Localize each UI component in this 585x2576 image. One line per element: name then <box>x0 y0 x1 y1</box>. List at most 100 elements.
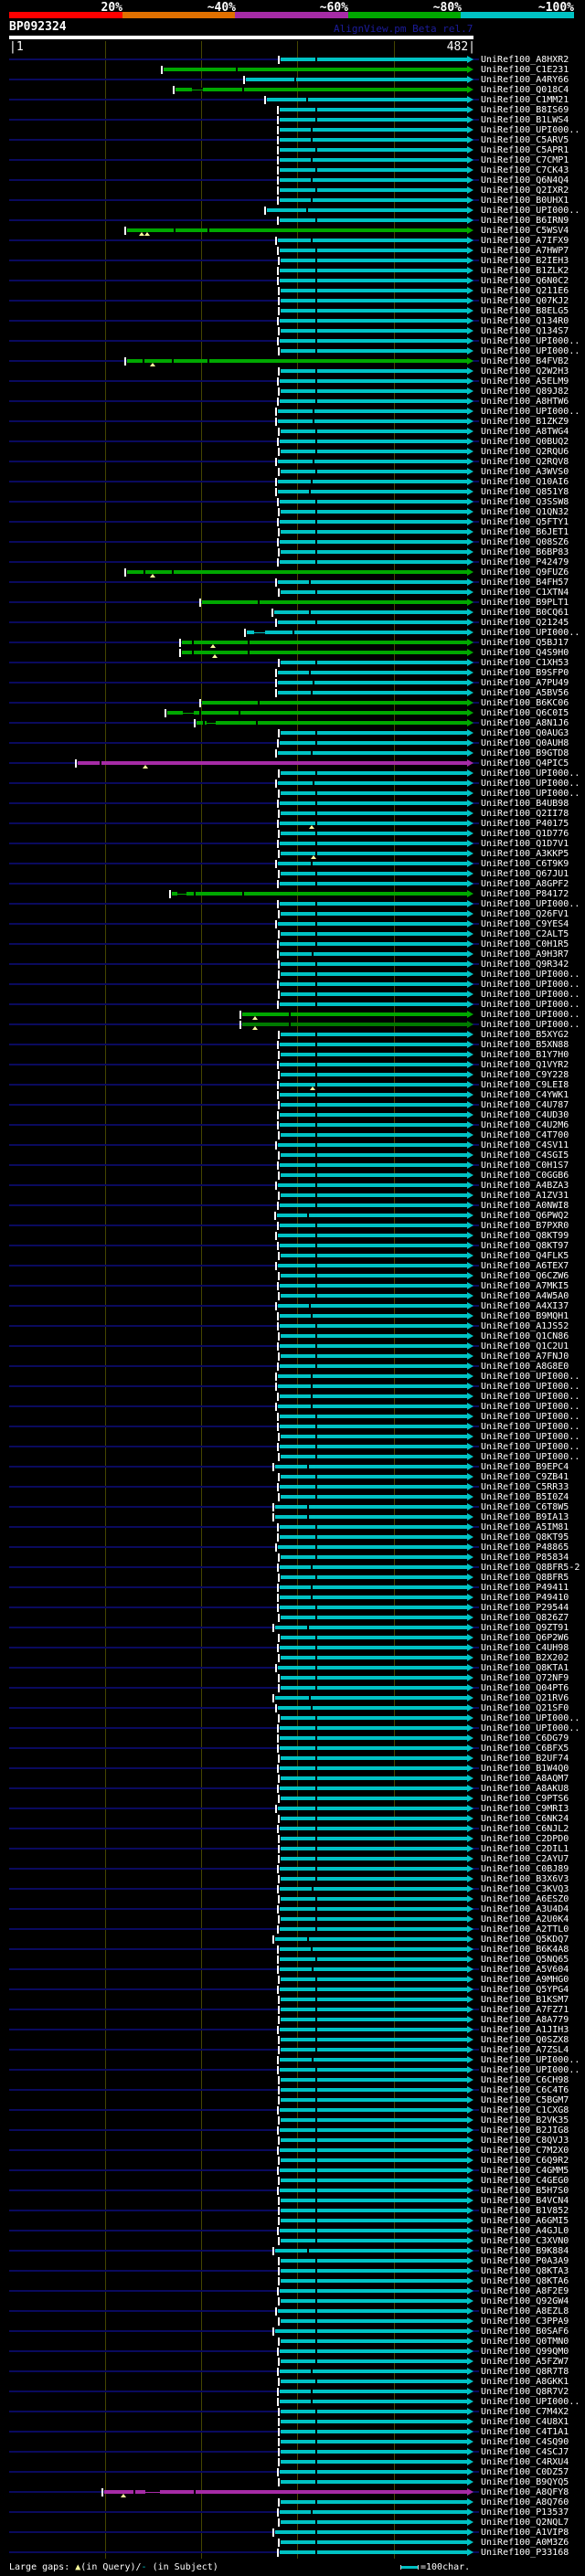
hit-label[interactable]: UniRef100_B2JIG8 <box>481 2125 569 2136</box>
alignment-bar[interactable] <box>267 208 467 212</box>
alignment-bar[interactable] <box>275 1465 467 1468</box>
alignment-bar[interactable] <box>277 1214 467 1217</box>
alignment-bar[interactable] <box>278 681 467 684</box>
hit-label[interactable]: UniRef100_B1LWS4 <box>481 115 569 125</box>
hit-label[interactable]: UniRef100_Q4PIC5 <box>481 758 569 769</box>
alignment-bar[interactable] <box>281 1555 467 1559</box>
hit-label[interactable]: UniRef100_B6BP83 <box>481 547 569 557</box>
alignment-bar[interactable] <box>281 1676 467 1680</box>
hit-label[interactable]: UniRef100_A7HWP7 <box>481 246 569 256</box>
hit-label[interactable]: UniRef100_C4UH98 <box>481 1643 569 1653</box>
hit-label[interactable]: UniRef100_C1MM21 <box>481 95 569 105</box>
alignment-bar[interactable] <box>280 952 467 956</box>
hit-label[interactable]: UniRef100_C2DIL1 <box>481 1844 569 1854</box>
alignment-bar[interactable] <box>280 2510 467 2514</box>
alignment-bar[interactable] <box>281 2319 467 2323</box>
hit-label[interactable]: UniRef100_A4XI37 <box>481 1301 569 1311</box>
hit-label[interactable]: UniRef100_C1XH53 <box>481 658 569 668</box>
alignment-bar[interactable] <box>280 1344 467 1348</box>
hit-label[interactable]: UniRef100_C4SGI5 <box>481 1150 569 1161</box>
alignment-bar[interactable] <box>280 1415 467 1418</box>
hit-label[interactable]: UniRef100_Q4S9H0 <box>481 648 569 658</box>
alignment-bar[interactable] <box>281 1847 467 1850</box>
alignment-bar[interactable] <box>281 1153 467 1157</box>
hit-label[interactable]: UniRef100_Q99QM0 <box>481 2347 569 2357</box>
hit-label[interactable]: UniRef100_C2DPD0 <box>481 1834 569 1844</box>
alignment-bar[interactable] <box>281 2158 467 2162</box>
hit-label[interactable]: UniRef100_B6KC06 <box>481 698 569 708</box>
hit-label[interactable]: UniRef100_A4GJL0 <box>481 2226 569 2236</box>
hit-label[interactable]: UniRef100_UPI000.. <box>481 1452 580 1462</box>
hit-label[interactable]: UniRef100_A8EZL8 <box>481 2306 569 2316</box>
alignment-bar[interactable] <box>176 88 467 91</box>
hit-label[interactable]: UniRef100_Q0SZX8 <box>481 2035 569 2045</box>
hit-label[interactable]: UniRef100_C7M4X2 <box>481 2407 569 2417</box>
alignment-bar[interactable] <box>278 490 467 493</box>
hit-label[interactable]: UniRef100_C7M2X0 <box>481 2146 569 2156</box>
alignment-bar[interactable] <box>280 2189 467 2192</box>
alignment-bar[interactable] <box>278 1143 467 1147</box>
alignment-bar[interactable] <box>278 671 467 674</box>
alignment-bar[interactable] <box>281 1033 467 1036</box>
hit-label[interactable]: UniRef100_C2ALT5 <box>481 929 569 939</box>
alignment-bar[interactable] <box>278 1807 467 1810</box>
hit-label[interactable]: UniRef100_Q5YPG4 <box>481 1985 569 1995</box>
alignment-bar[interactable] <box>280 1364 467 1368</box>
hit-label[interactable]: UniRef100_UPI000.. <box>481 628 580 638</box>
hit-label[interactable]: UniRef100_B4VCN4 <box>481 2196 569 2206</box>
hit-label[interactable]: UniRef100_C8QVJ3 <box>481 2136 569 2146</box>
hit-label[interactable]: UniRef100_C6T9K9 <box>481 859 569 869</box>
hit-label[interactable]: UniRef100_A8HTW6 <box>481 397 569 407</box>
hit-label[interactable]: UniRef100_UPI000.. <box>481 789 580 799</box>
alignment-bar[interactable] <box>281 2380 467 2383</box>
hit-label[interactable]: UniRef100_Q9ZT91 <box>481 1623 569 1633</box>
alignment-bar[interactable] <box>278 1666 467 1670</box>
hit-label[interactable]: UniRef100_C6NK24 <box>481 1814 569 1824</box>
alignment-bar[interactable] <box>280 1988 467 1991</box>
alignment-bar[interactable] <box>281 2299 467 2303</box>
hit-label[interactable]: UniRef100_Q21RV6 <box>481 1693 569 1703</box>
alignment-bar[interactable] <box>281 1686 467 1690</box>
hit-label[interactable]: UniRef100_C1E231 <box>481 65 569 75</box>
alignment-bar[interactable] <box>278 620 467 624</box>
alignment-bar[interactable] <box>280 1827 467 1830</box>
hit-label[interactable]: UniRef100_A8N1J6 <box>481 718 569 728</box>
alignment-bar[interactable] <box>104 2490 467 2494</box>
alignment-bar[interactable] <box>280 1746 467 1750</box>
alignment-bar[interactable] <box>281 1193 467 1197</box>
alignment-bar[interactable] <box>281 2460 467 2464</box>
hit-label[interactable]: UniRef100_B9IA13 <box>481 1512 569 1522</box>
hit-label[interactable]: UniRef100_P85834 <box>481 1553 569 1563</box>
alignment-bar[interactable] <box>281 1817 467 1820</box>
alignment-bar[interactable] <box>247 631 467 634</box>
alignment-bar[interactable] <box>275 2530 467 2534</box>
alignment-bar[interactable] <box>281 510 467 514</box>
hit-label[interactable]: UniRef100_Q2IXR2 <box>481 186 569 196</box>
hit-label[interactable]: UniRef100_C4SCJ7 <box>481 2447 569 2457</box>
hit-label[interactable]: UniRef100_Q6PWQ2 <box>481 1211 569 1221</box>
alignment-bar[interactable] <box>127 228 467 232</box>
hit-label[interactable]: UniRef100_Q07KJ2 <box>481 296 569 306</box>
hit-label[interactable]: UniRef100_Q08SZ6 <box>481 537 569 547</box>
hit-label[interactable]: UniRef100_Q8KT99 <box>481 1231 569 1241</box>
alignment-bar[interactable] <box>281 329 467 333</box>
hit-label[interactable]: UniRef100_C6T8W5 <box>481 1502 569 1512</box>
hit-label[interactable]: UniRef100_Q134R0 <box>481 316 569 326</box>
alignment-bar[interactable] <box>167 711 467 715</box>
alignment-bar[interactable] <box>280 1535 467 1539</box>
alignment-bar[interactable] <box>280 2148 467 2152</box>
alignment-bar[interactable] <box>280 2400 467 2403</box>
hit-label[interactable]: UniRef100_Q1C2U1 <box>481 1341 569 1352</box>
hit-label[interactable]: UniRef100_P42479 <box>481 557 569 567</box>
alignment-bar[interactable] <box>280 118 467 122</box>
alignment-bar[interactable] <box>281 1776 467 1780</box>
hit-label[interactable]: UniRef100_Q6CZW6 <box>481 1271 569 1281</box>
hit-label[interactable]: UniRef100_Q6P2W6 <box>481 1633 569 1643</box>
alignment-bar[interactable] <box>278 1234 467 1237</box>
hit-label[interactable]: UniRef100_P29544 <box>481 1603 569 1613</box>
hit-label[interactable]: UniRef100_B8ELG5 <box>481 306 569 316</box>
alignment-bar[interactable] <box>281 1334 467 1338</box>
alignment-bar[interactable] <box>281 1173 467 1177</box>
hit-label[interactable]: UniRef100_B9GTD8 <box>481 748 569 758</box>
alignment-bar[interactable] <box>278 1304 467 1308</box>
